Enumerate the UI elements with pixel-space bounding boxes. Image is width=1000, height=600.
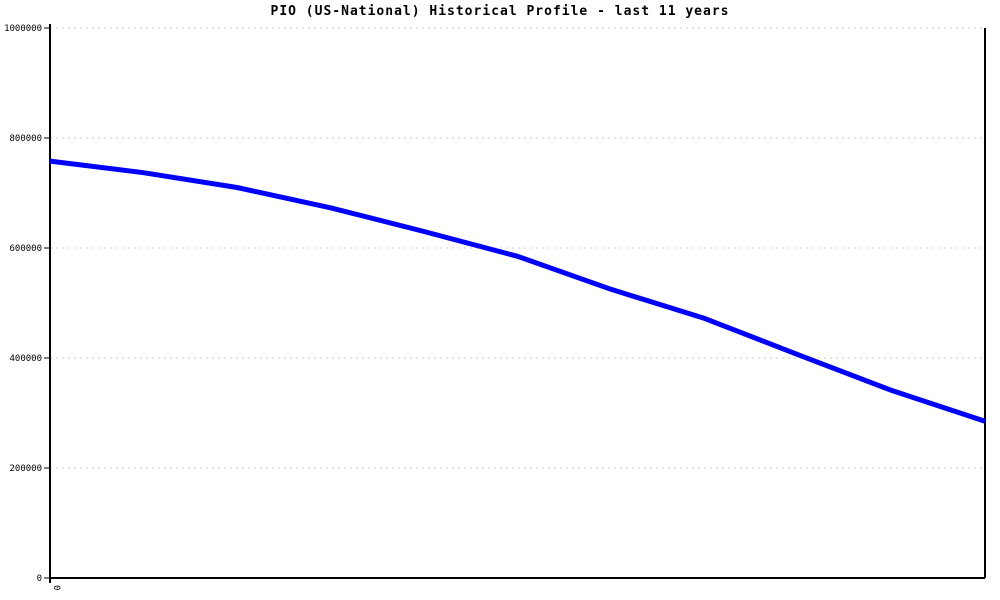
y-tick-label: 200000 xyxy=(9,464,42,474)
axes-group xyxy=(44,24,986,583)
y-tick-label: 600000 xyxy=(9,244,42,254)
tick-labels-group: 0 200000 400000 600000 800000 1000000 0 xyxy=(4,24,61,590)
chart-title: PIO (US-National) Historical Profile - l… xyxy=(270,4,730,19)
x-tick-label: 0 xyxy=(51,585,61,590)
y-tick-label: 1000000 xyxy=(4,24,42,34)
data-series-line xyxy=(49,158,986,424)
y-tick-label: 400000 xyxy=(9,354,42,364)
gridlines-group xyxy=(50,27,985,469)
series-group xyxy=(49,158,986,424)
y-tick-label: 0 xyxy=(37,574,42,584)
y-tick-label: 800000 xyxy=(9,134,42,144)
